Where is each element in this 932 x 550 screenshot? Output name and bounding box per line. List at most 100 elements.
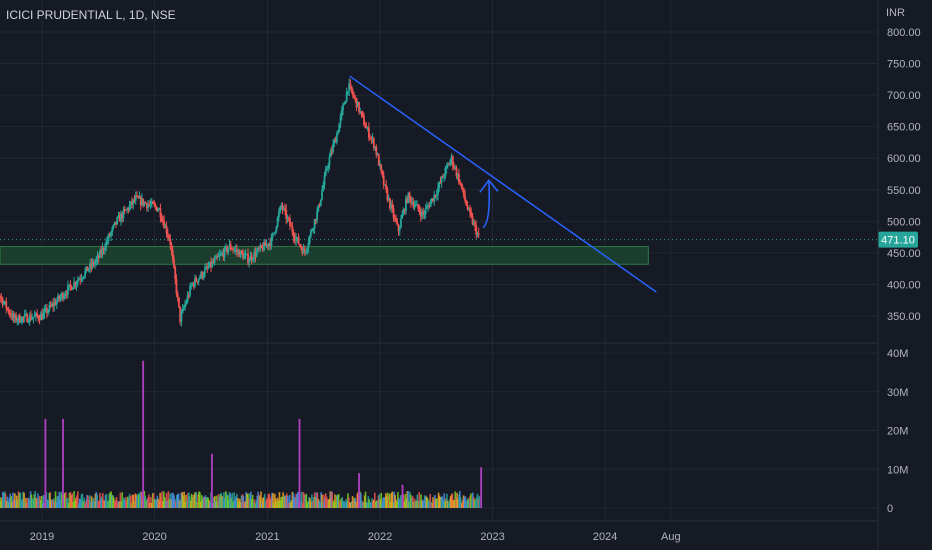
volume-bar bbox=[286, 495, 289, 508]
volume-bar bbox=[337, 493, 340, 508]
candle-body bbox=[153, 203, 156, 205]
volume-bar bbox=[263, 493, 266, 508]
candle-body bbox=[437, 187, 439, 195]
volume-bar bbox=[435, 498, 438, 508]
candle-body bbox=[25, 314, 27, 316]
volume-bar bbox=[206, 496, 209, 508]
candle-body bbox=[398, 227, 401, 231]
projection-arrow-head[interactable] bbox=[479, 179, 499, 193]
volume-bar bbox=[78, 498, 81, 508]
candle-body bbox=[400, 218, 402, 228]
volume-bar bbox=[287, 502, 290, 508]
candle-body bbox=[445, 165, 448, 169]
volume-bar bbox=[389, 501, 392, 508]
volume-bar bbox=[68, 492, 71, 508]
candle-body bbox=[255, 251, 258, 257]
price-tick-label: 650.00 bbox=[887, 122, 921, 134]
candle-body bbox=[450, 156, 453, 161]
volume-bar bbox=[108, 494, 111, 508]
time-tick-label: 2020 bbox=[142, 531, 166, 543]
candle-body bbox=[381, 170, 384, 176]
volume-bar bbox=[342, 501, 345, 508]
candle-body bbox=[218, 254, 221, 257]
time-tick-label: 2019 bbox=[30, 531, 54, 543]
candle-body bbox=[173, 258, 175, 268]
candle-body bbox=[350, 86, 353, 92]
time-tick-label: 2024 bbox=[593, 531, 617, 543]
volume-bar bbox=[281, 496, 284, 508]
volume-bar bbox=[189, 500, 192, 508]
volume-bar bbox=[204, 495, 207, 508]
volume-bar bbox=[39, 500, 42, 508]
candle-body bbox=[434, 194, 437, 197]
candle-body bbox=[273, 232, 275, 234]
candle-body bbox=[276, 217, 279, 227]
volume-bar bbox=[471, 499, 473, 508]
volume-bar bbox=[179, 499, 182, 508]
candle-body bbox=[261, 247, 264, 251]
descending-trendline[interactable] bbox=[349, 75, 657, 293]
volume-bar bbox=[265, 499, 268, 508]
volume-bar bbox=[72, 501, 74, 508]
candle-body bbox=[270, 237, 273, 246]
price-tick-label: 400.00 bbox=[887, 279, 921, 291]
volume-bar bbox=[164, 500, 167, 508]
candle-body bbox=[195, 278, 198, 282]
volume-bar bbox=[182, 495, 185, 508]
candle-body bbox=[326, 168, 328, 170]
candle-body bbox=[401, 214, 404, 219]
candle-body bbox=[358, 102, 360, 113]
projection-arrow-shaft[interactable] bbox=[482, 180, 491, 229]
volume-bar bbox=[70, 495, 73, 508]
candle-body bbox=[71, 287, 74, 290]
candle-body bbox=[202, 275, 205, 278]
time-tick-label: 2021 bbox=[255, 531, 279, 543]
candle-body bbox=[298, 244, 301, 246]
volume-bar bbox=[17, 491, 20, 508]
volume-bar bbox=[49, 492, 51, 508]
volume-bar bbox=[231, 493, 234, 508]
volume-bar bbox=[456, 492, 458, 508]
last-price-tag bbox=[878, 231, 918, 248]
volume-bar bbox=[350, 501, 353, 508]
volume-bar bbox=[460, 503, 463, 508]
volume-bar bbox=[60, 491, 62, 508]
volume-bar bbox=[384, 497, 386, 508]
volume-bar bbox=[24, 502, 26, 508]
volume-bar bbox=[152, 493, 155, 508]
candle-body bbox=[171, 250, 174, 259]
volume-bar bbox=[286, 493, 288, 508]
candle-body bbox=[127, 208, 130, 211]
volume-bar bbox=[107, 500, 110, 508]
volume-bar bbox=[279, 500, 282, 508]
volume-bar bbox=[147, 497, 149, 508]
volume-bar bbox=[76, 495, 78, 508]
support-zone[interactable] bbox=[0, 246, 649, 265]
candle-body bbox=[198, 277, 201, 279]
volume-bar bbox=[139, 491, 142, 508]
chart-title: ICICI PRUDENTIAL L, 1D, NSE bbox=[6, 8, 176, 22]
candle-body bbox=[190, 285, 193, 287]
volume-bar bbox=[310, 501, 312, 508]
volume-bar bbox=[163, 497, 166, 508]
volume-bar bbox=[374, 501, 377, 508]
candle-body bbox=[228, 244, 231, 249]
volume-tick-label: 30M bbox=[887, 387, 908, 399]
candle-body bbox=[59, 296, 62, 299]
volume-bar bbox=[143, 491, 146, 508]
volume-bar bbox=[117, 501, 120, 508]
volume-bar bbox=[250, 499, 253, 508]
volume-bar bbox=[208, 500, 210, 508]
candle-body bbox=[108, 234, 111, 236]
volume-bar bbox=[378, 494, 381, 508]
volume-bar bbox=[154, 498, 157, 508]
candle-body bbox=[43, 310, 46, 314]
volume-bar bbox=[365, 502, 368, 508]
volume-bar bbox=[275, 501, 278, 508]
volume-bar bbox=[361, 501, 364, 508]
candle-body bbox=[13, 315, 16, 320]
volume-bar bbox=[98, 500, 100, 508]
volume-bar bbox=[282, 492, 284, 508]
volume-bar bbox=[81, 493, 84, 508]
